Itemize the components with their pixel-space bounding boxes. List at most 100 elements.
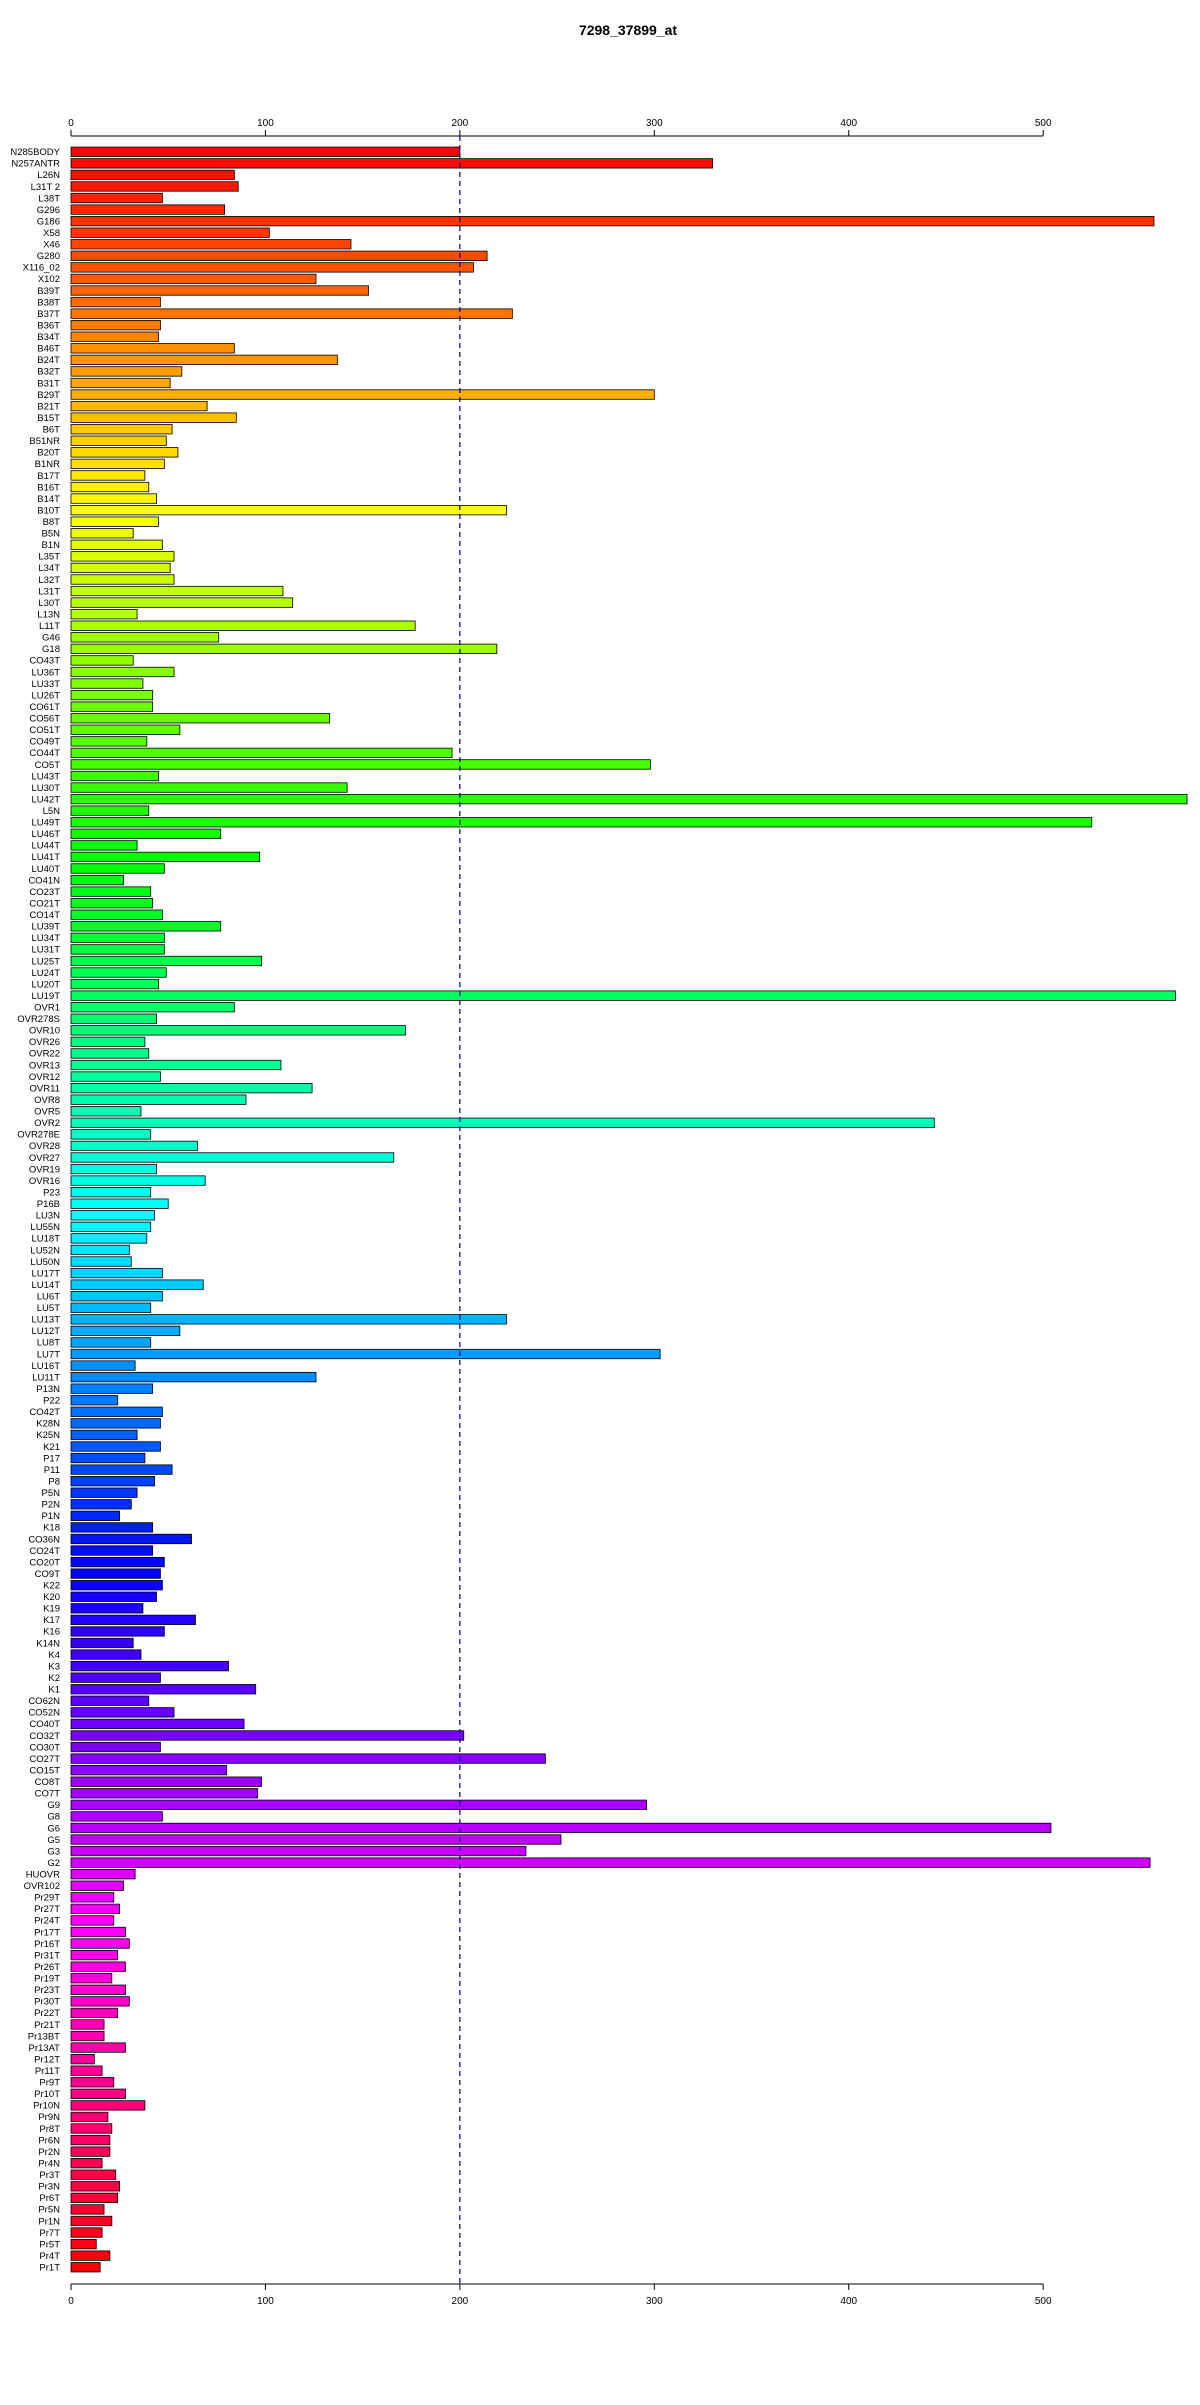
bar-B8T [70,516,159,527]
bar-L30T [70,597,294,608]
bar-K3 [70,1660,229,1672]
category-label: LU52N [30,1245,60,1256]
bar-Pr3N [70,2181,121,2192]
category-label: LU39T [31,922,60,933]
category-label: L38T [38,193,60,204]
bar-LU43T [70,770,159,782]
category-label: Pr24T [34,1916,60,1927]
bar-Pr26T [70,1961,126,1972]
category-label: LU36T [31,667,60,678]
category-label: P5N [42,1488,61,1499]
bar-K18 [70,1522,154,1533]
category-label: OVR278S [17,1014,60,1025]
bar-OVR278E [70,1129,152,1140]
bar-LU24T [70,967,167,978]
bar-X102 [70,273,317,285]
category-label: LU50N [30,1257,60,1268]
bar-G2 [70,1857,1151,1868]
bar-CO51T [70,724,181,735]
bar-CO43T [70,655,134,666]
category-label: Pr5N [38,2205,60,2216]
bar-Pr5N [70,2204,105,2215]
bar-OVR19 [70,1163,157,1175]
category-label: LU44T [31,841,60,852]
category-label: LU20T [31,979,60,990]
bar-K14N [70,1637,134,1649]
category-label: Pr1T [39,2263,60,2274]
bar-Pr17T [70,1926,126,1938]
x-axis-bottom: 0 100 200 300 400 500 [68,2283,1052,2307]
bar-LU33T [70,678,144,689]
bar-OVR5 [70,1106,142,1117]
category-label: LU34T [31,933,60,944]
category-label: Pr9N [38,2112,60,2123]
tick-label: 100 [257,118,274,129]
category-label: CO23T [29,887,60,898]
bar-Pr2N [70,2146,111,2157]
category-label: Pr21T [34,2020,60,2031]
category-label: LU40T [31,864,60,875]
category-label: B15T [37,413,60,424]
category-label: OVR8 [34,1095,60,1106]
bar-Pr11T [70,2065,103,2076]
bar-B20T [70,447,179,458]
category-label: B31T [37,378,60,389]
bar-B36T [70,320,161,331]
bar-CO36N [70,1533,192,1545]
category-label: B36T [37,320,60,331]
bar-B51NR [70,435,167,446]
category-label: K16 [43,1627,60,1638]
bar-OVR27 [70,1152,395,1163]
category-label: LU42T [31,794,60,805]
bar-CO20T [70,1556,165,1568]
category-label: LU41T [31,852,60,863]
bar-Pr6T [70,2192,119,2204]
category-label: OVR278E [17,1130,60,1141]
bar-OVR11 [70,1082,313,1094]
bar-LU11T [70,1371,317,1383]
bar-LU6T [70,1291,163,1302]
bar-Pr10N [70,2100,146,2111]
category-label: B21T [37,401,60,412]
bar-K25N [70,1429,138,1441]
bar-Pr1T [70,2262,101,2273]
bar-LU52N [70,1244,130,1256]
category-label: K20 [43,1592,60,1603]
category-label: CO14T [29,910,60,921]
category-label: B32T [37,367,60,378]
bar-P23 [70,1187,152,1198]
category-label: B6T [43,425,61,436]
bar-B6T [70,424,173,435]
bar-LU7T [70,1348,661,1360]
category-label: G296 [37,205,60,216]
category-label: OVR102 [24,1881,60,1892]
category-label: N285BODY [10,147,60,158]
bar-B14T [70,493,157,504]
bar-P22 [70,1395,119,1406]
bar-K4 [70,1649,142,1660]
bars-group [70,146,1188,2273]
bar-L11T [70,620,416,631]
category-label: Pr13BT [28,2031,60,2042]
bar-CO61T [70,701,154,712]
bar-LU36T [70,666,175,678]
bar-CO62N [70,1695,150,1706]
bar-B1N [70,539,163,550]
category-label: OVR27 [29,1153,60,1164]
category-label: CO36N [28,1534,60,1545]
bar-G3 [70,1845,527,1857]
bar-OVR13 [70,1059,282,1071]
bar-LU39T [70,921,222,932]
bar-B38T [70,296,161,308]
bar-P16B [70,1198,169,1209]
bar-Pr30T [70,1996,130,2007]
tick-label: 500 [1035,118,1052,129]
bar-Pr9T [70,2077,115,2088]
bar-Pr22T [70,2007,119,2019]
category-label: B17T [37,471,60,482]
bar-OVR28 [70,1140,198,1152]
bar-LU12T [70,1325,181,1337]
bar-CO44T [70,747,453,759]
bar-Pr27T [70,1903,121,1915]
category-label: LU5T [37,1303,60,1314]
